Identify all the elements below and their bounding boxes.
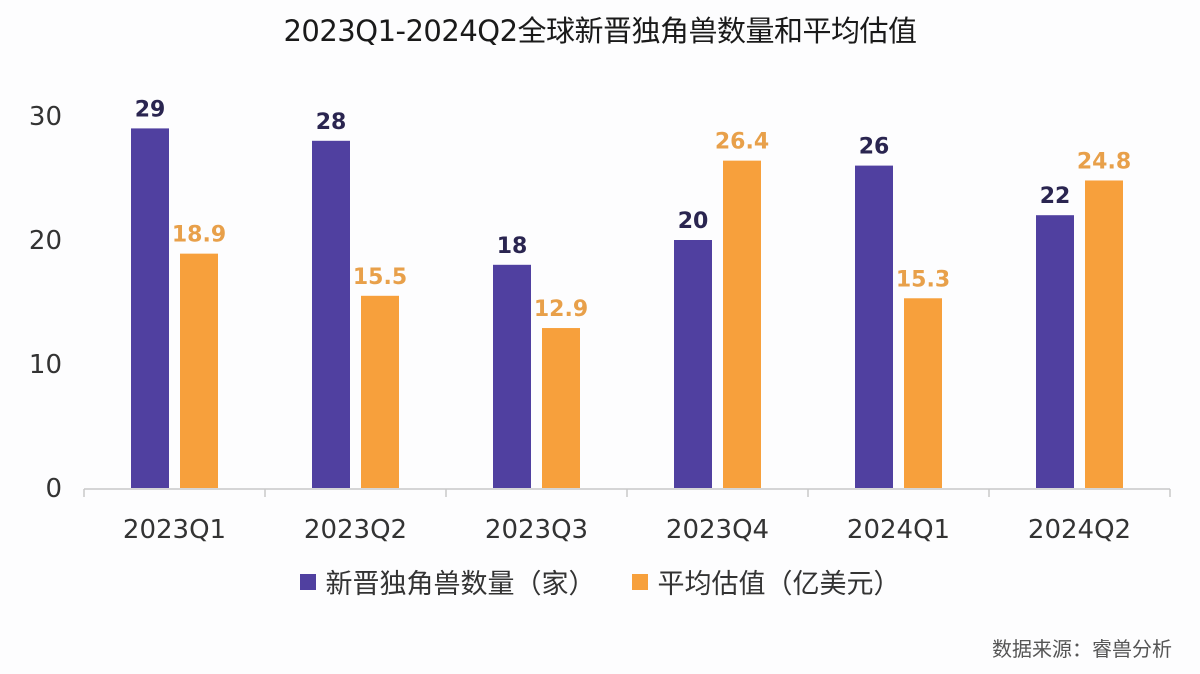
y-tick-label: 10 [29, 350, 62, 380]
bar-unicorn-count[interactable] [493, 264, 531, 488]
bar-avg-valuation[interactable] [1085, 180, 1123, 489]
y-tick-label: 0 [45, 474, 62, 504]
data-source-note: 数据来源：睿兽分析 [992, 637, 1172, 661]
bar-avg-valuation[interactable] [180, 253, 218, 488]
legend-swatch-valuation [631, 573, 648, 590]
x-tick-label: 2023Q2 [304, 515, 407, 545]
data-label-valuation: 15.5 [353, 265, 407, 290]
data-label-valuation: 26.4 [715, 130, 769, 155]
data-label-valuation: 15.3 [896, 267, 950, 292]
bar-avg-valuation[interactable] [723, 160, 761, 488]
data-label-count: 28 [316, 110, 347, 135]
y-tick-label: 30 [29, 102, 62, 132]
data-label-count: 26 [859, 135, 890, 160]
bar-avg-valuation[interactable] [361, 295, 399, 488]
x-tick-label: 2023Q3 [485, 515, 588, 545]
data-label-valuation: 18.9 [172, 223, 226, 248]
x-tick-label: 2023Q1 [123, 515, 226, 545]
x-tick-label: 2024Q2 [1028, 515, 1131, 545]
bar-avg-valuation[interactable] [904, 298, 942, 488]
bar-unicorn-count[interactable] [131, 128, 169, 488]
x-tick-label: 2023Q4 [666, 515, 769, 545]
y-tick-label: 20 [29, 226, 62, 256]
bars [131, 128, 1123, 489]
chart-title: 2023Q1-2024Q2全球新晋独角兽数量和平均估值 [283, 14, 917, 48]
bar-unicorn-count[interactable] [1036, 215, 1074, 488]
data-label-count: 18 [497, 234, 528, 259]
data-label-count: 22 [1040, 184, 1071, 209]
legend: 新晋独角兽数量（家） 平均估值（亿美元） [0, 562, 1200, 601]
bar-unicorn-count[interactable] [674, 240, 712, 488]
legend-swatch-count [299, 573, 316, 590]
data-label-count: 20 [678, 209, 709, 234]
data-label-count: 29 [135, 97, 166, 122]
legend-label-valuation: 平均估值（亿美元） [657, 569, 901, 600]
data-label-valuation: 12.9 [534, 297, 588, 322]
y-axis: 0 10 20 30 [29, 102, 62, 504]
legend-item-valuation[interactable]: 平均估值（亿美元） [631, 562, 901, 601]
x-axis: 2023Q1 2023Q2 2023Q3 2023Q4 2024Q1 2024Q2 [83, 488, 1171, 545]
legend-label-count: 新晋独角兽数量（家） [325, 569, 596, 600]
bar-unicorn-count[interactable] [855, 165, 893, 488]
bar-avg-valuation[interactable] [542, 328, 580, 488]
x-tick-label: 2024Q1 [847, 515, 950, 545]
legend-item-count[interactable]: 新晋独角兽数量（家） [299, 562, 596, 601]
bar-unicorn-count[interactable] [312, 140, 350, 489]
data-label-valuation: 24.8 [1077, 149, 1131, 174]
